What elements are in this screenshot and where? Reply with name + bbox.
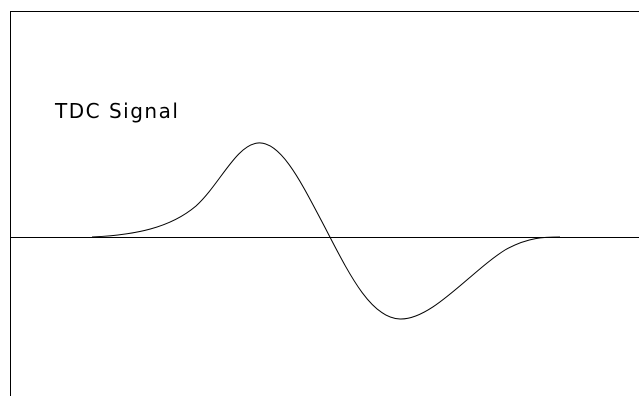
signal-waveform [91,142,561,320]
signal-label: TDC Signal [54,99,179,123]
